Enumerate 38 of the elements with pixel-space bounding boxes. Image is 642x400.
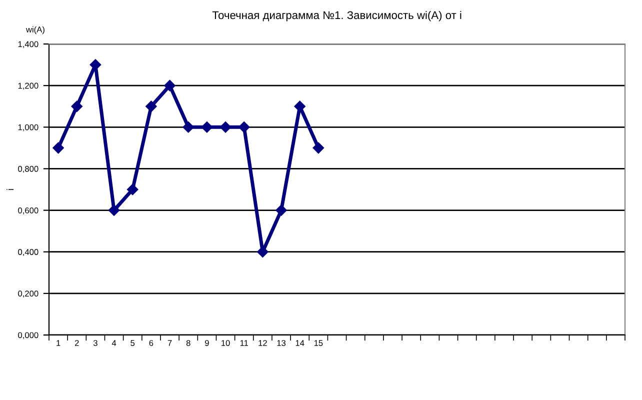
y-tick-label: 0,800 <box>18 166 38 173</box>
y-axis-title: i <box>6 189 14 190</box>
point <box>127 184 138 196</box>
y-tick-label: 1,400 <box>18 41 38 48</box>
point <box>52 142 64 154</box>
text: wi(A) <box>26 26 44 34</box>
x-tick-label: 1 <box>56 340 60 346</box>
point <box>238 122 250 133</box>
y-tick-label: 0,600 <box>18 207 38 214</box>
point <box>220 122 232 133</box>
x-tick-label: 15 <box>314 340 323 346</box>
x-tick-label: 7 <box>168 340 172 346</box>
point <box>182 122 194 133</box>
point <box>164 80 176 92</box>
x-tick-label: 3 <box>93 340 98 346</box>
y-tick-label: 0,400 <box>18 249 38 256</box>
y-tick-label: 1,200 <box>18 82 38 90</box>
point <box>312 142 324 154</box>
point <box>276 204 287 216</box>
x-tick-label: 11 <box>240 340 248 346</box>
y-tick-label: 0,000 <box>18 332 38 340</box>
x-tick-label: 13 <box>277 340 286 346</box>
x-tick-label: 2 <box>74 340 79 346</box>
x-tick-label: 6 <box>149 340 154 346</box>
x-tick-label: 10 <box>222 340 230 346</box>
x-tick-label: 14 <box>296 340 304 346</box>
x-tick-label: 8 <box>186 340 190 346</box>
chart-title: Точечная диаграмма №1. Зависимость wi(A) от i <box>212 10 462 22</box>
x-tick-label: 5 <box>130 340 135 346</box>
point <box>146 100 157 112</box>
point <box>201 122 213 133</box>
x-tick-label: 12 <box>258 340 267 346</box>
point <box>71 100 82 112</box>
x-tick-label: 9 <box>205 340 209 346</box>
y-tick-label: 1,000 <box>18 124 38 132</box>
x-tick-label: 4 <box>112 340 116 346</box>
point <box>108 204 120 216</box>
y-tick-label: 0,200 <box>18 290 38 298</box>
